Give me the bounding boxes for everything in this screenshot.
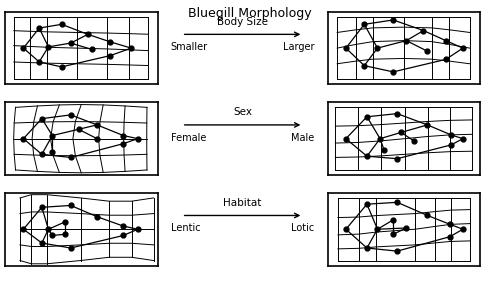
Text: Female: Female	[170, 132, 206, 143]
Text: Habitat: Habitat	[224, 198, 262, 208]
Text: Larger: Larger	[283, 42, 314, 52]
Text: Sex: Sex	[233, 107, 252, 117]
Text: Body Size: Body Size	[217, 17, 268, 27]
Text: Lentic: Lentic	[170, 223, 200, 233]
Text: Smaller: Smaller	[170, 42, 207, 52]
Text: Bluegill Morphology: Bluegill Morphology	[188, 7, 312, 20]
Text: Male: Male	[291, 132, 314, 143]
Text: Lotic: Lotic	[291, 223, 314, 233]
